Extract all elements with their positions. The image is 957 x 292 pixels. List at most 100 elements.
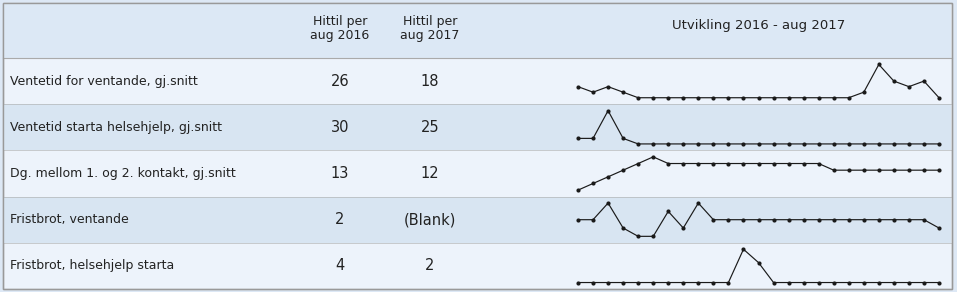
Point [600, 84, 615, 89]
Point [570, 84, 586, 89]
Point [841, 280, 857, 285]
Point [796, 161, 812, 166]
Point [916, 280, 931, 285]
Point [841, 217, 857, 222]
Text: Hittil per
aug 2016: Hittil per aug 2016 [310, 15, 369, 43]
Point [826, 168, 841, 173]
Point [901, 280, 917, 285]
Point [736, 247, 751, 252]
Point [766, 161, 781, 166]
Point [751, 161, 767, 166]
Point [886, 142, 901, 146]
Text: Hittil per
aug 2017: Hittil per aug 2017 [400, 15, 459, 43]
FancyBboxPatch shape [3, 3, 952, 289]
Point [871, 280, 886, 285]
Text: 13: 13 [331, 166, 349, 181]
Point [901, 84, 917, 89]
Point [691, 95, 706, 100]
Point [857, 142, 872, 146]
FancyBboxPatch shape [4, 4, 951, 58]
Point [615, 136, 631, 141]
Point [586, 217, 601, 222]
Point [796, 142, 812, 146]
Point [615, 90, 631, 95]
Point [901, 217, 917, 222]
Point [841, 142, 857, 146]
Point [916, 217, 931, 222]
Point [886, 280, 901, 285]
Point [901, 142, 917, 146]
Text: 26: 26 [331, 74, 349, 88]
Point [811, 217, 826, 222]
Point [826, 142, 841, 146]
Text: 25: 25 [421, 120, 439, 135]
Point [600, 201, 615, 205]
Text: 2: 2 [335, 212, 345, 227]
Point [570, 136, 586, 141]
Point [586, 181, 601, 186]
Point [871, 168, 886, 173]
FancyBboxPatch shape [4, 104, 951, 150]
Point [676, 95, 691, 100]
Point [781, 280, 796, 285]
Point [931, 142, 946, 146]
Point [857, 217, 872, 222]
Point [721, 217, 736, 222]
Point [676, 280, 691, 285]
Point [841, 168, 857, 173]
Point [705, 95, 721, 100]
Point [660, 95, 676, 100]
Text: 4: 4 [335, 258, 345, 273]
Point [705, 161, 721, 166]
Point [570, 280, 586, 285]
Text: Utvikling 2016 - aug 2017: Utvikling 2016 - aug 2017 [672, 19, 845, 32]
Text: Ventetid for ventande, gj.snitt: Ventetid for ventande, gj.snitt [10, 74, 198, 88]
Point [676, 161, 691, 166]
Text: Dg. mellom 1. og 2. kontakt, gj.snitt: Dg. mellom 1. og 2. kontakt, gj.snitt [10, 167, 235, 180]
Point [781, 161, 796, 166]
Point [871, 142, 886, 146]
Point [646, 142, 661, 146]
Point [600, 175, 615, 179]
Point [826, 217, 841, 222]
Point [586, 280, 601, 285]
Point [736, 95, 751, 100]
Point [721, 95, 736, 100]
Point [811, 142, 826, 146]
Point [660, 280, 676, 285]
Point [615, 280, 631, 285]
Point [691, 201, 706, 205]
Text: Fristbrot, helsehjelp starta: Fristbrot, helsehjelp starta [10, 259, 174, 272]
Point [826, 280, 841, 285]
Text: 12: 12 [421, 166, 439, 181]
Point [631, 234, 646, 239]
Point [721, 161, 736, 166]
Point [766, 95, 781, 100]
Point [857, 280, 872, 285]
Point [781, 142, 796, 146]
FancyBboxPatch shape [4, 197, 951, 243]
Point [660, 161, 676, 166]
Text: Ventetid starta helsehjelp, gj.snitt: Ventetid starta helsehjelp, gj.snitt [10, 121, 222, 134]
Point [705, 280, 721, 285]
Point [570, 188, 586, 192]
Point [721, 280, 736, 285]
Point [646, 95, 661, 100]
Point [857, 168, 872, 173]
Point [796, 95, 812, 100]
Point [736, 161, 751, 166]
Point [600, 108, 615, 113]
Point [631, 280, 646, 285]
Point [646, 234, 661, 239]
Point [705, 217, 721, 222]
Point [871, 62, 886, 67]
Point [615, 226, 631, 230]
Point [646, 280, 661, 285]
Point [811, 95, 826, 100]
Point [766, 142, 781, 146]
Point [916, 79, 931, 84]
Point [660, 142, 676, 146]
Point [916, 168, 931, 173]
Point [886, 79, 901, 84]
Point [826, 95, 841, 100]
